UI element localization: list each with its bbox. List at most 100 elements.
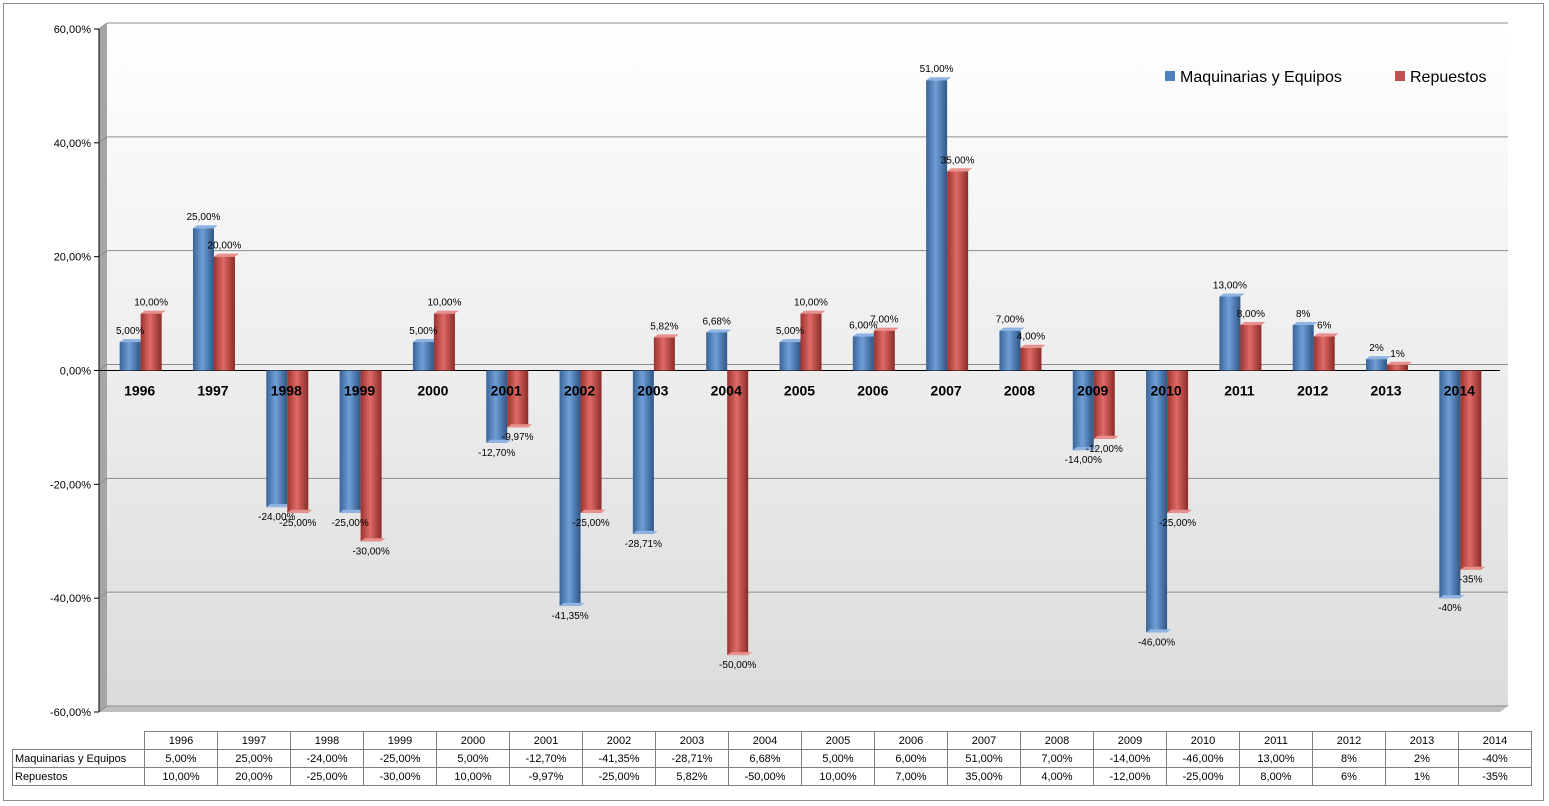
category-label: 2007: [931, 383, 962, 399]
bar-face: [727, 370, 749, 656]
data-label: -46,00%: [1138, 637, 1175, 648]
bar-face: [779, 342, 801, 371]
bar-face: [706, 332, 728, 371]
table-cell: 10,00%: [801, 767, 875, 786]
bar-top: [266, 504, 292, 508]
category-label: 2014: [1444, 383, 1475, 399]
bar-face: [140, 313, 162, 371]
bar-top: [1439, 595, 1465, 599]
bar-face: [192, 228, 214, 371]
bar-face: [1219, 296, 1241, 371]
bar-face: [1072, 370, 1094, 451]
table-cell: -12,70%: [509, 749, 583, 768]
bar-top: [486, 439, 512, 443]
bar-top: [1460, 566, 1486, 570]
data-label: 10,00%: [134, 298, 168, 309]
table-header-cell: 1999: [363, 731, 437, 750]
y-tick-label: 20,00%: [54, 252, 92, 264]
data-label: 35,00%: [941, 155, 975, 166]
bar-face: [1167, 370, 1189, 513]
bar-face: [852, 336, 874, 371]
y-tick-label: -40,00%: [50, 593, 91, 605]
bar-face: [119, 342, 141, 371]
table-header-cell: 1996: [144, 731, 218, 750]
data-label: 6%: [1317, 320, 1332, 331]
table-cell: -35%: [1458, 767, 1532, 786]
bar-face: [999, 330, 1021, 371]
bar-maquinarias-2008: [999, 327, 1025, 371]
bar-top: [1219, 293, 1245, 297]
category-label: 2005: [784, 383, 815, 399]
bar-maquinarias-2001: [486, 370, 512, 443]
bar-top: [580, 509, 606, 513]
bar-face: [1460, 370, 1482, 570]
data-label: -35%: [1459, 575, 1482, 586]
category-label: 2004: [711, 383, 742, 399]
bar-top: [433, 310, 459, 314]
data-label: 7,00%: [996, 315, 1024, 326]
bar-maquinarias-2010: [1146, 370, 1172, 633]
bar-top: [800, 310, 826, 314]
data-label: -9,97%: [502, 432, 534, 443]
data-label: 10,00%: [427, 298, 461, 309]
table-cell: -12,00%: [1093, 767, 1167, 786]
bar-repuestos-2008: [1020, 344, 1046, 371]
bar-top: [287, 509, 313, 513]
bar-top: [1167, 509, 1193, 513]
table-cell: 5,00%: [801, 749, 875, 768]
bar-repuestos-2006: [873, 327, 899, 371]
y-tick-label: 0,00%: [60, 366, 91, 378]
table-cell: 4,00%: [1020, 767, 1094, 786]
legend-swatch: [1395, 71, 1405, 81]
table-cell: -50,00%: [728, 767, 802, 786]
table-header-cell: 2010: [1166, 731, 1240, 750]
gridline-side: [98, 705, 108, 713]
table-cell: -30,00%: [363, 767, 437, 786]
bar-maquinarias-1997: [192, 225, 218, 371]
floor: [99, 706, 1508, 712]
bar-face: [1240, 324, 1262, 371]
gridline-side: [98, 250, 108, 258]
data-label: -14,00%: [1065, 455, 1102, 466]
bar-repuestos-2009: [1093, 370, 1119, 439]
bar-maquinarias-2014: [1439, 370, 1465, 599]
table-cell: 6%: [1312, 767, 1386, 786]
bar-face: [873, 330, 895, 371]
category-label: 2010: [1151, 383, 1182, 399]
bar-top: [1292, 321, 1318, 325]
table-header-cell: 2011: [1239, 731, 1313, 750]
data-label: 20,00%: [208, 241, 242, 252]
table-header-cell: 2009: [1093, 731, 1167, 750]
data-label: 5,00%: [409, 326, 437, 337]
bar-top: [1366, 356, 1392, 360]
bar-repuestos-2000: [433, 310, 459, 371]
table-cell: 51,00%: [947, 749, 1021, 768]
bar-repuestos-2004: [727, 370, 753, 656]
table-header-cell: 2005: [801, 731, 875, 750]
table-cell: 5,82%: [655, 767, 729, 786]
category-label: 1996: [124, 383, 155, 399]
table-cell: 13,00%: [1239, 749, 1313, 768]
bar-top: [947, 168, 973, 172]
bar-repuestos-1999: [360, 370, 386, 542]
bar-face: [653, 337, 675, 371]
table-cell: 2%: [1385, 749, 1459, 768]
data-label: -50,00%: [719, 660, 756, 671]
data-label: 5,00%: [116, 326, 144, 337]
data-label: -40%: [1438, 603, 1461, 614]
category-label: 2000: [417, 383, 448, 399]
table-header-cell: 1998: [290, 731, 364, 750]
table-cell: 1%: [1385, 767, 1459, 786]
table-header-cell: 2013: [1385, 731, 1459, 750]
bar-maquinarias-2002: [559, 370, 585, 606]
table-header-cell: 2001: [509, 731, 583, 750]
bar-face: [632, 370, 654, 534]
table-header-cell: 2008: [1020, 731, 1094, 750]
bar-face: [287, 370, 309, 513]
bar-face: [412, 342, 434, 371]
bar-top: [1387, 361, 1413, 365]
table-cell: -24,00%: [290, 749, 364, 768]
table-header-cell: 2012: [1312, 731, 1386, 750]
bar-face: [1387, 364, 1409, 371]
data-label: 8%: [1296, 309, 1311, 320]
